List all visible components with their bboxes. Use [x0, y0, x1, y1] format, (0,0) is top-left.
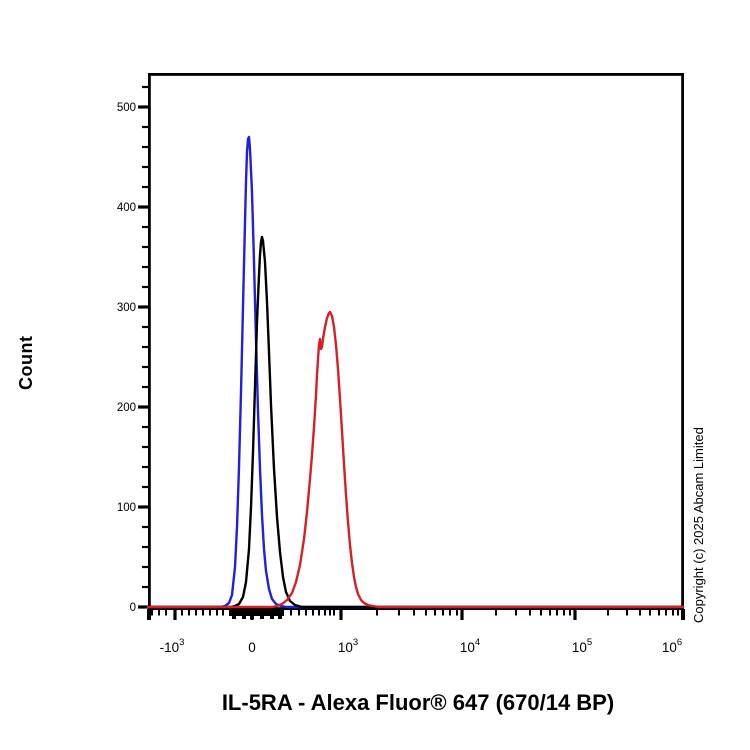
x-tick-label: 105	[572, 637, 592, 655]
copyright-notice: Copyright (c) 2025 Abcam Limited	[691, 427, 706, 623]
curve-red	[146, 310, 685, 609]
y-tick-label: 300	[117, 302, 136, 314]
y-tick-label: 200	[117, 402, 136, 414]
x-tick-label: 0	[248, 640, 256, 655]
y-tick-label: 100	[117, 502, 136, 514]
x-tick-label: -103	[160, 637, 185, 655]
plot-frame	[147, 73, 685, 611]
x-tick-label: 106	[662, 637, 682, 655]
curve-blue	[146, 135, 685, 609]
x-tick-blob	[229, 609, 284, 616]
x-tick-label: 103	[338, 637, 358, 655]
y-tick-label: 400	[117, 202, 136, 214]
y-tick-label: 0	[130, 602, 136, 614]
x-axis-title: IL-5RA - Alexa Fluor® 647 (670/14 BP)	[221, 690, 615, 715]
y-axis-title: Count	[16, 335, 36, 390]
y-tick-label: 500	[117, 102, 136, 114]
curve-black	[146, 235, 685, 609]
x-tick-label: 104	[460, 637, 480, 655]
